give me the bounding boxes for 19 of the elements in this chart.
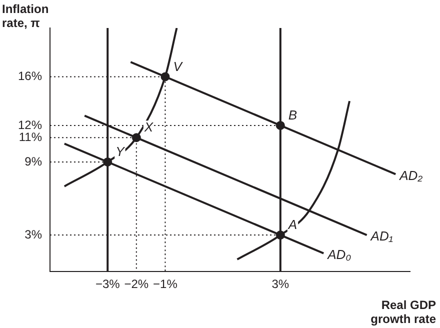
- annotation: X: [143, 120, 154, 135]
- annotation: B: [288, 108, 298, 123]
- y-tick-label: 11%: [18, 130, 42, 144]
- y-tick-label: 3%: [24, 227, 42, 242]
- x-tick-label: −1%: [153, 277, 178, 292]
- x-tick-label: 3%: [272, 277, 290, 292]
- y-axis-title: Inflation rate, π: [2, 2, 50, 30]
- x-axis-title: Real GDP growth rate: [370, 298, 436, 326]
- series-label: AD₂: [398, 168, 423, 183]
- series-label: AD₁: [370, 228, 393, 244]
- annotation: Y: [116, 144, 126, 160]
- y-tick-label: 16%: [18, 69, 42, 84]
- annotation: V: [173, 58, 184, 74]
- series-label: AD₀: [326, 246, 352, 262]
- x-tick-label: −2%: [124, 277, 149, 292]
- y-tick-label: 12%: [18, 118, 42, 132]
- y-tick-label: 9%: [24, 154, 42, 168]
- annotation: A: [287, 217, 298, 232]
- x-tick-label: −3%: [95, 277, 120, 292]
